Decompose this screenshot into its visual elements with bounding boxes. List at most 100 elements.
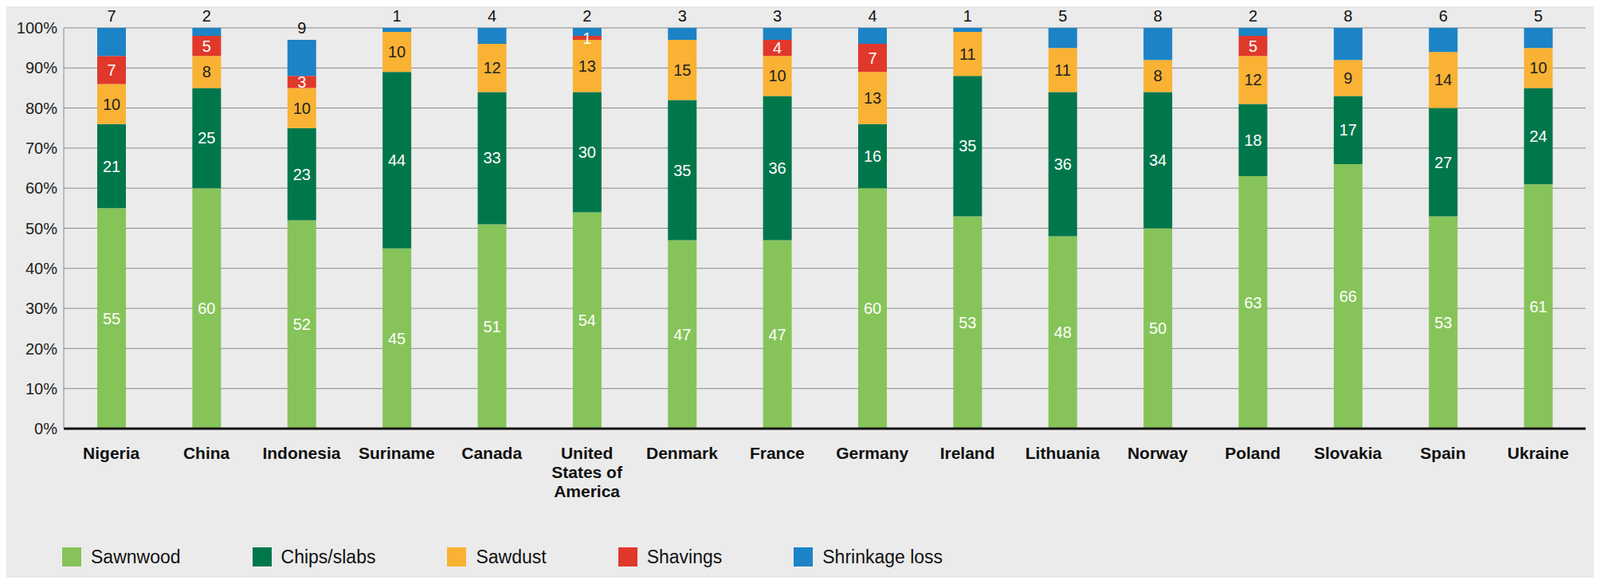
svg-text:50%: 50% (25, 219, 58, 238)
svg-text:Slovakia: Slovakia (1313, 443, 1383, 463)
svg-text:13: 13 (578, 57, 597, 75)
svg-text:2: 2 (582, 7, 592, 25)
svg-text:35: 35 (958, 137, 977, 155)
svg-text:1: 1 (582, 29, 592, 48)
svg-text:24: 24 (1529, 127, 1548, 146)
svg-text:51: 51 (482, 317, 501, 336)
svg-text:66: 66 (1339, 287, 1357, 306)
svg-text:45: 45 (388, 329, 406, 348)
svg-text:34: 34 (1149, 151, 1167, 169)
svg-text:Suriname: Suriname (358, 443, 436, 463)
svg-text:7: 7 (106, 61, 116, 79)
svg-text:0%: 0% (34, 419, 58, 438)
svg-text:18: 18 (1243, 131, 1262, 150)
svg-text:90%: 90% (25, 58, 58, 77)
svg-text:33: 33 (482, 149, 501, 167)
svg-text:Lithuania: Lithuania (1025, 443, 1101, 463)
html-text:Sawnwood: Sawnwood (90, 546, 181, 567)
svg-text:53: 53 (1434, 313, 1452, 332)
svg-text:Nigeria: Nigeria (82, 443, 141, 463)
svg-text:35: 35 (673, 161, 691, 180)
svg-text:Spain: Spain (1419, 443, 1466, 463)
svg-text:15: 15 (673, 61, 691, 79)
svg-text:10%: 10% (25, 380, 58, 398)
svg-text:60: 60 (197, 299, 216, 318)
svg-text:61: 61 (1529, 298, 1548, 316)
svg-text:10: 10 (388, 43, 406, 61)
svg-text:4: 4 (772, 39, 782, 57)
svg-text:10: 10 (293, 99, 311, 118)
svg-text:Ukraine: Ukraine (1507, 443, 1569, 463)
svg-text:47: 47 (673, 325, 691, 344)
svg-text:13: 13 (863, 89, 882, 107)
svg-text:60%: 60% (25, 179, 58, 197)
svg-text:5: 5 (202, 37, 212, 55)
svg-text:3: 3 (678, 7, 687, 25)
svg-text:30%: 30% (25, 299, 58, 318)
svg-text:70%: 70% (25, 139, 58, 157)
svg-text:11: 11 (1054, 61, 1071, 79)
svg-text:6: 6 (1439, 7, 1448, 25)
svg-text:5: 5 (1533, 7, 1543, 25)
svg-text:12: 12 (1243, 70, 1262, 89)
svg-text:China: China (183, 443, 231, 463)
svg-text:Poland: Poland (1224, 443, 1281, 463)
svg-text:Indonesia: Indonesia (262, 443, 341, 463)
svg-text:11: 11 (959, 45, 977, 63)
svg-text:25: 25 (197, 129, 216, 147)
svg-text:17: 17 (1339, 121, 1357, 139)
svg-text:14: 14 (1434, 70, 1452, 89)
svg-text:8: 8 (1153, 7, 1163, 25)
svg-text:48: 48 (1054, 323, 1072, 342)
svg-text:55: 55 (102, 309, 121, 328)
svg-text:54: 54 (578, 311, 597, 330)
svg-text:8: 8 (202, 62, 212, 81)
svg-text:5: 5 (1248, 37, 1258, 55)
svg-text:47: 47 (768, 325, 787, 344)
svg-text:4: 4 (867, 7, 877, 25)
svg-text:5: 5 (1058, 7, 1067, 25)
svg-text:Ireland: Ireland (940, 443, 996, 463)
svg-text:1: 1 (963, 7, 973, 25)
svg-text:36: 36 (768, 159, 787, 177)
svg-text:Germany: Germany (835, 443, 909, 463)
svg-text:27: 27 (1434, 153, 1452, 172)
svg-text:2: 2 (202, 7, 212, 25)
svg-text:France: France (749, 443, 805, 463)
svg-text:63: 63 (1243, 294, 1262, 312)
svg-text:30: 30 (578, 143, 597, 161)
svg-text:Norway: Norway (1127, 443, 1189, 463)
svg-text:7: 7 (867, 49, 877, 67)
svg-text:53: 53 (958, 313, 977, 332)
svg-text:4: 4 (487, 7, 497, 25)
svg-text:80%: 80% (25, 99, 58, 118)
svg-text:44: 44 (388, 151, 406, 169)
svg-text:1: 1 (392, 7, 402, 25)
svg-text:23: 23 (293, 165, 311, 184)
svg-text:21: 21 (102, 157, 121, 176)
svg-text:40%: 40% (25, 259, 58, 278)
html-text:Chips/slabs: Chips/slabs (280, 546, 376, 567)
svg-text:3: 3 (297, 73, 306, 91)
svg-text:10: 10 (102, 95, 121, 114)
svg-text:UnitedStates ofAmerica: UnitedStates ofAmerica (551, 443, 624, 501)
svg-text:10: 10 (1529, 58, 1548, 77)
svg-text:50: 50 (1149, 319, 1167, 338)
svg-text:12: 12 (482, 58, 501, 77)
svg-text:52: 52 (293, 315, 311, 334)
svg-text:2: 2 (1248, 7, 1258, 25)
svg-text:Canada: Canada (461, 443, 522, 463)
svg-text:8: 8 (1343, 7, 1353, 25)
svg-text:7: 7 (106, 7, 116, 25)
svg-text:10: 10 (768, 66, 787, 85)
svg-text:16: 16 (863, 147, 882, 165)
svg-text:60: 60 (863, 299, 882, 318)
svg-text:9: 9 (1343, 69, 1353, 87)
svg-text:36: 36 (1054, 155, 1072, 173)
svg-text:3: 3 (772, 7, 782, 25)
svg-text:20%: 20% (25, 340, 58, 358)
svg-text:100%: 100% (16, 19, 58, 37)
svg-text:8: 8 (1153, 66, 1163, 85)
svg-text:Denmark: Denmark (646, 443, 718, 463)
svg-text:9: 9 (297, 19, 306, 37)
